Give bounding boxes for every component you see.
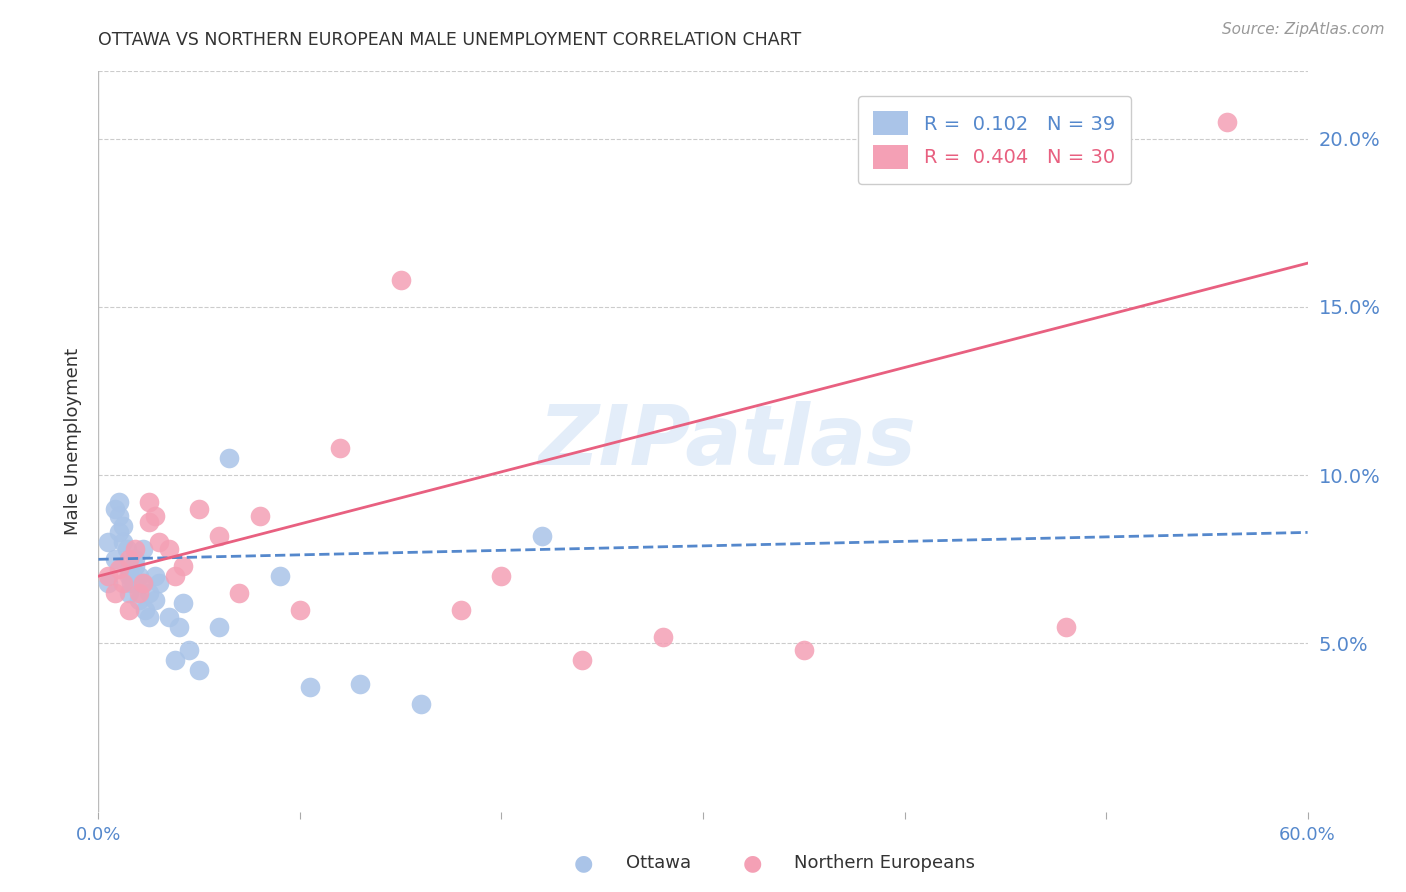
Point [1054,619,1077,633]
Point [97,535,120,549]
Point [124,552,146,566]
Point [107,508,129,523]
Text: ZIPatlas: ZIPatlas [538,401,917,482]
Point [1216,115,1239,129]
Text: Ottawa: Ottawa [626,855,690,872]
Point [188,664,211,678]
Point [118,562,141,576]
Point [103,586,125,600]
Point [107,525,129,540]
Point [138,495,160,509]
Point [218,451,240,466]
Point [491,569,513,583]
Point [120,575,142,590]
Text: Northern Europeans: Northern Europeans [794,855,976,872]
Point [249,508,271,523]
Point [299,680,322,694]
Point [115,542,138,557]
Point [148,575,170,590]
Point [132,575,155,590]
Point [111,518,134,533]
Point [143,508,166,523]
Point [179,643,201,657]
Point [111,575,134,590]
Point [143,569,166,583]
Text: OTTAWA VS NORTHERN EUROPEAN MALE UNEMPLOYMENT CORRELATION CHART: OTTAWA VS NORTHERN EUROPEAN MALE UNEMPLO… [98,30,801,49]
Point [651,630,673,644]
Point [118,569,141,583]
Point [188,501,211,516]
Point [132,575,155,590]
Point [228,586,250,600]
Point [793,643,815,657]
Point [349,677,371,691]
Point [389,273,412,287]
Point [107,562,129,576]
Text: ●: ● [742,854,762,873]
Point [288,603,311,617]
Y-axis label: Male Unemployment: Male Unemployment [63,348,82,535]
Point [111,535,134,549]
Point [208,619,231,633]
Point [103,552,125,566]
Point [138,516,160,530]
Point [157,542,180,557]
Point [134,603,156,617]
Point [172,596,194,610]
Point [124,559,146,574]
Point [157,609,180,624]
Point [163,569,186,583]
Point [163,653,186,667]
Point [138,609,160,624]
Point [128,569,150,583]
Point [172,559,194,574]
Point [450,603,472,617]
Point [167,619,190,633]
Point [107,495,129,509]
Point [208,529,231,543]
Legend: R =  0.102   N = 39, R =  0.404   N = 30: R = 0.102 N = 39, R = 0.404 N = 30 [858,95,1130,184]
Point [128,592,150,607]
Point [148,535,170,549]
Point [132,542,155,557]
Point [571,653,593,667]
Point [329,442,352,456]
Point [97,575,120,590]
Point [118,552,141,566]
Point [128,586,150,600]
Point [118,586,141,600]
Point [143,592,166,607]
Point [103,501,125,516]
Text: ●: ● [574,854,593,873]
Text: Source: ZipAtlas.com: Source: ZipAtlas.com [1222,22,1385,37]
Point [124,542,146,557]
Point [269,569,291,583]
Point [138,586,160,600]
Point [409,697,432,711]
Point [97,569,120,583]
Point [530,529,553,543]
Point [118,603,141,617]
